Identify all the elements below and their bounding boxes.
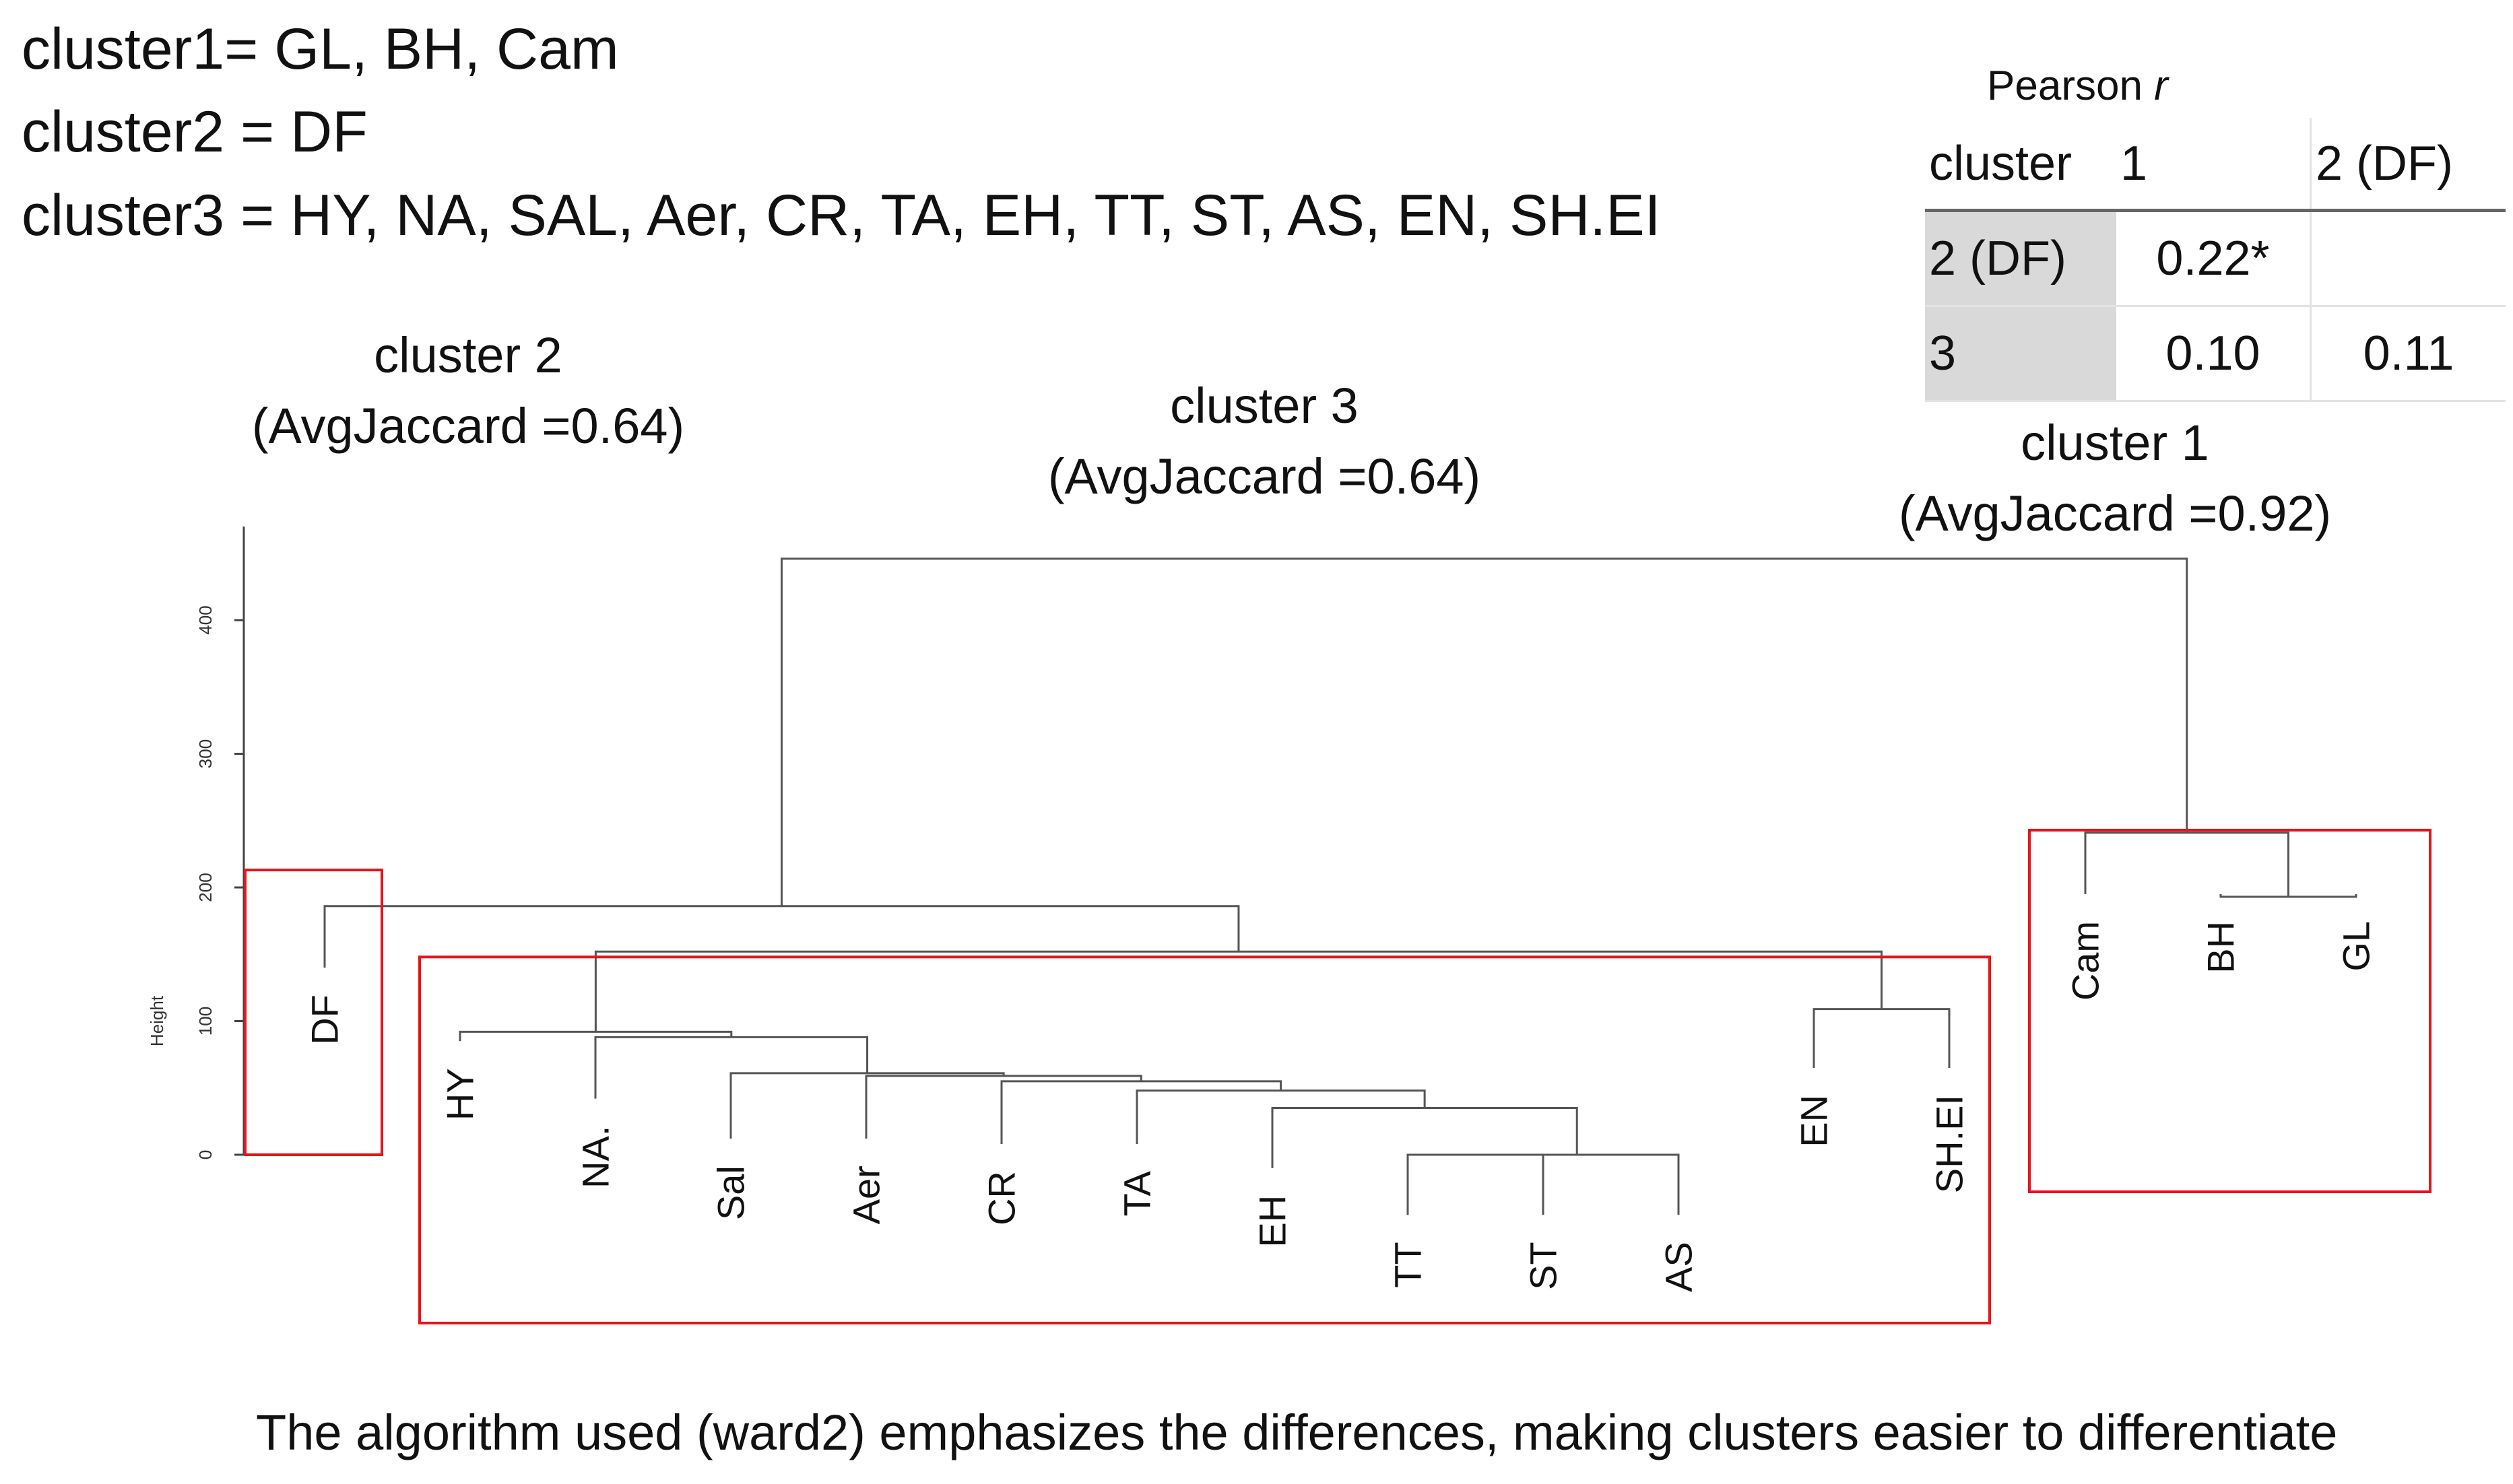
dendrogram-branch <box>729 1072 1005 1139</box>
leaf-label: EN <box>1793 1095 1835 1147</box>
leaf-label: Sal <box>710 1166 752 1220</box>
table-header-cell: cluster <box>1925 118 2116 212</box>
dendrogram-branch <box>323 905 1240 968</box>
cluster2-annotation: cluster 2 (AvgJaccard =0.64) <box>252 320 684 461</box>
table-cell: 0.10 <box>2116 306 2311 402</box>
leaf-label: CR <box>981 1171 1023 1225</box>
cluster1-definition: cluster1= GL, BH, Cam <box>22 17 619 81</box>
leaf-label: AS <box>1658 1242 1700 1292</box>
cluster1-title: cluster 1 <box>2021 415 2209 471</box>
cluster-box <box>244 869 383 1156</box>
table-cell <box>2310 210 2506 307</box>
table-row-label: 2 (DF) <box>1925 210 2116 307</box>
table-title: Pearson r <box>1987 62 2168 110</box>
leaf-label: EH <box>1251 1195 1294 1248</box>
table-header-cell: 2 (DF) <box>2310 118 2506 212</box>
dendrogram-branch <box>1406 1153 1544 1215</box>
table-row-label: 3 <box>1925 306 2116 402</box>
dendrogram-branch <box>2084 832 2289 897</box>
leaf-label: BH <box>2200 921 2242 974</box>
leaf-label: HY <box>439 1068 482 1120</box>
dendrogram-branch <box>1813 1008 1951 1068</box>
cluster-box <box>2028 828 2432 1194</box>
leaf-label: TT <box>1387 1242 1429 1287</box>
cluster3-title: cluster 3 <box>1170 378 1359 434</box>
table-title-text: Pearson <box>1987 63 2143 109</box>
cluster-box <box>418 955 1991 1324</box>
table-row: 3 0.10 0.11 <box>1925 306 2506 402</box>
dendrogram-branch <box>2219 893 2357 898</box>
correlation-table: cluster 1 2 (DF) 2 (DF) 0.22* 3 0.10 0.1… <box>1925 118 2506 402</box>
caption: The algorithm used (ward2) emphasizes th… <box>256 1405 2338 1460</box>
table-row: 2 (DF) 0.22* <box>1925 210 2506 307</box>
dendrogram-branch <box>594 950 1883 1032</box>
cluster2-definition: cluster2 = DF <box>22 100 368 164</box>
cluster1-jaccard: (AvgJaccard =0.92) <box>1898 485 2332 542</box>
dendrogram-branch <box>780 558 2188 906</box>
cluster2-title: cluster 2 <box>374 327 562 383</box>
cluster1-annotation: cluster 1 (AvgJaccard =0.92) <box>1899 407 2331 549</box>
table-cell: 0.22* <box>2116 210 2311 307</box>
leaf-label: NA. <box>575 1126 617 1188</box>
leaf-label: ST <box>1522 1242 1565 1290</box>
cluster3-jaccard: (AvgJaccard =0.64) <box>1047 448 1481 505</box>
table-header-row: cluster 1 2 (DF) <box>1925 118 2506 212</box>
dendrogram-branch <box>865 1075 1142 1139</box>
leaf-label: DF <box>304 994 346 1045</box>
y-axis-tick-label: 300 <box>195 739 216 768</box>
cluster3-annotation: cluster 3 (AvgJaccard =0.64) <box>1048 370 1480 512</box>
dendrogram-branch <box>1475 1153 1680 1215</box>
y-axis-tick-label: 0 <box>195 1150 216 1159</box>
leaf-label: Cam <box>2064 921 2107 1001</box>
y-axis-tick-label: 100 <box>195 1007 216 1036</box>
table-header-cell: 1 <box>2116 118 2311 212</box>
cluster2-jaccard: (AvgJaccard =0.64) <box>251 398 685 454</box>
leaf-label: GL <box>2335 921 2378 972</box>
dendrogram-branch <box>1271 1107 1578 1168</box>
cluster3-definition: cluster3 = HY, NA, SAL, Aer, CR, TA, EH,… <box>22 183 1661 248</box>
table-title-variable: r <box>2154 63 2168 109</box>
leaf-label: SH.EI <box>1928 1095 1971 1193</box>
y-axis-label: Height <box>147 995 167 1046</box>
table-cell: 0.11 <box>2310 306 2506 402</box>
leaf-label: Aer <box>845 1166 888 1224</box>
dendrogram-branch <box>1136 1089 1426 1145</box>
y-axis-tick-label: 400 <box>195 605 216 634</box>
y-axis-tick-label: 200 <box>195 873 216 902</box>
leaf-label: TA <box>1116 1170 1158 1216</box>
